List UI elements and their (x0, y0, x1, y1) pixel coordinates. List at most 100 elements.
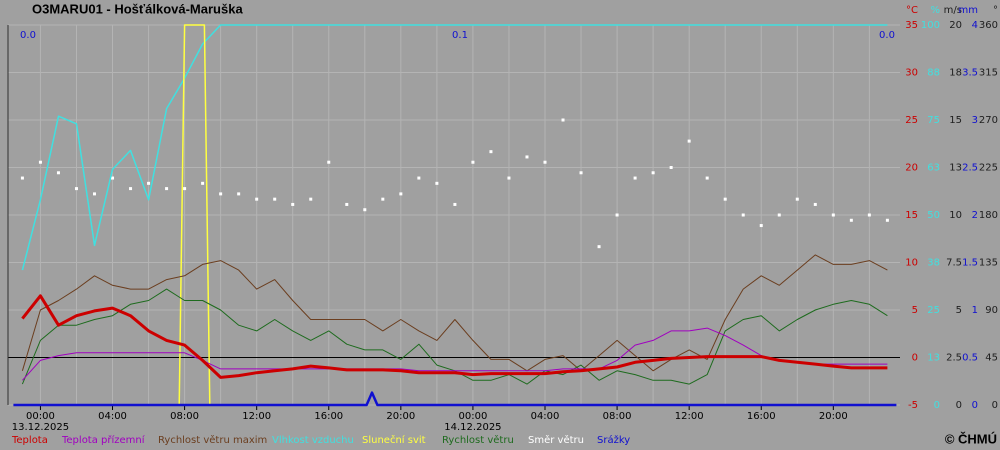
y-tick-label: 135 (979, 258, 998, 269)
y-tick-label: 0 (912, 353, 918, 364)
y-tick-label: 10 (905, 258, 918, 269)
wind-direction-point (741, 213, 745, 217)
x-tick-label: 08:00 (603, 411, 632, 422)
legend-entry: Rychlost větru (442, 434, 514, 446)
y-tick-label: 2 (972, 210, 978, 221)
legend-entry: Vlhkost vzduchu (272, 435, 354, 446)
wind-direction-point (651, 171, 655, 175)
wind-direction-point (111, 176, 115, 180)
precip-total: 0.0 (20, 30, 36, 41)
y-tick-label: 13 (949, 163, 962, 174)
y-tick-label: 20 (905, 163, 918, 174)
wind-direction-point (363, 208, 367, 212)
wind-direction-point (561, 118, 565, 122)
series-line (21, 288, 888, 385)
wind-direction-point (723, 197, 727, 201)
y-tick-label: 5 (956, 305, 962, 316)
y-tick-label: 25 (905, 115, 918, 126)
axis-unit: m/s (944, 5, 962, 16)
y-tick-label: 0.5 (962, 353, 978, 364)
x-tick-label: 12:00 (675, 411, 704, 422)
wind-direction-point (867, 213, 871, 217)
y-tick-label: 13 (927, 353, 940, 364)
y-tick-label: 2.5 (946, 353, 962, 364)
wind-direction-point (309, 197, 313, 201)
wind-direction-point (201, 181, 205, 185)
y-tick-label: 3 (972, 115, 978, 126)
x-tick-label: 00:00 (26, 411, 55, 422)
y-tick-label: 0 (934, 400, 940, 411)
wind-direction-point (291, 202, 295, 206)
precip-total: 0.0 (879, 30, 895, 41)
x-tick-label: 04:00 (531, 411, 560, 422)
x-tick-label: 04:00 (98, 411, 127, 422)
y-tick-label: 1 (972, 305, 978, 316)
wind-direction-point (579, 171, 583, 175)
wind-direction-point (20, 176, 24, 180)
wind-direction-point (687, 139, 691, 143)
series-line (21, 24, 888, 271)
series-line (178, 24, 211, 406)
series-line (13, 391, 897, 407)
wind-direction-point (885, 218, 889, 222)
chart-title: O3MARU01 - Hošťálková-Maruška (32, 1, 243, 16)
wind-direction-point (777, 213, 781, 217)
y-tick-label: 360 (979, 20, 998, 31)
wind-direction-point (471, 160, 475, 164)
wind-direction-point (56, 171, 60, 175)
axis-unit: ° (993, 5, 998, 16)
y-tick-label: 0 (956, 400, 962, 411)
y-tick-label: 10 (949, 210, 962, 221)
legend-entry: Rychlost větru maxim (158, 434, 267, 446)
series-line (22, 327, 888, 381)
y-tick-label: 90 (985, 305, 998, 316)
precip-total: 0.1 (452, 30, 468, 41)
x-tick-label: 20:00 (386, 411, 415, 422)
x-tick-label: 08:00 (170, 411, 199, 422)
wind-direction-point (849, 218, 853, 222)
wind-direction-point (489, 150, 493, 154)
wind-direction-point (795, 197, 799, 201)
wind-direction-point (453, 202, 457, 206)
x-tick-label: 20:00 (819, 411, 848, 422)
y-tick-label: 0 (992, 400, 998, 411)
wind-direction-point (831, 213, 835, 217)
wind-direction-point (507, 176, 511, 180)
y-tick-label: 88 (927, 68, 940, 79)
wind-direction-point (597, 245, 601, 249)
wind-direction-point (705, 176, 709, 180)
wind-direction-point (147, 181, 151, 185)
x-date-label: 14.12.2025 (444, 422, 501, 433)
y-tick-label: 50 (927, 210, 940, 221)
y-tick-label: 30 (905, 68, 918, 79)
wind-direction-point (273, 197, 277, 201)
legend-entry: Srážky (597, 434, 630, 446)
y-tick-label: 25 (927, 305, 940, 316)
y-tick-label: 18 (949, 68, 962, 79)
wind-direction-point (74, 187, 78, 191)
axis-unit: °C (906, 5, 918, 16)
y-tick-label: 45 (985, 353, 998, 364)
y-tick-label: 1.5 (962, 258, 978, 269)
y-tick-label: 100 (921, 20, 940, 31)
y-tick-label: 270 (979, 115, 998, 126)
x-tick-label: 00:00 (459, 411, 488, 422)
wind-direction-point (435, 181, 439, 185)
series-line (21, 254, 888, 372)
axis-unit: % (930, 5, 940, 16)
y-tick-label: 20 (949, 20, 962, 31)
wind-direction-point (345, 202, 349, 206)
y-tick-label: 225 (979, 163, 998, 174)
x-tick-label: 16:00 (314, 411, 343, 422)
wind-direction-point (165, 187, 169, 191)
y-tick-label: -5 (908, 400, 918, 411)
wind-direction-point (327, 160, 331, 164)
y-tick-label: 0 (972, 400, 978, 411)
wind-direction-point (183, 187, 187, 191)
y-tick-label: 3.5 (962, 68, 978, 79)
y-tick-label: 15 (905, 210, 918, 221)
wind-direction-point (525, 155, 529, 159)
axis-unit: mm (959, 5, 978, 16)
series-line (21, 294, 888, 379)
